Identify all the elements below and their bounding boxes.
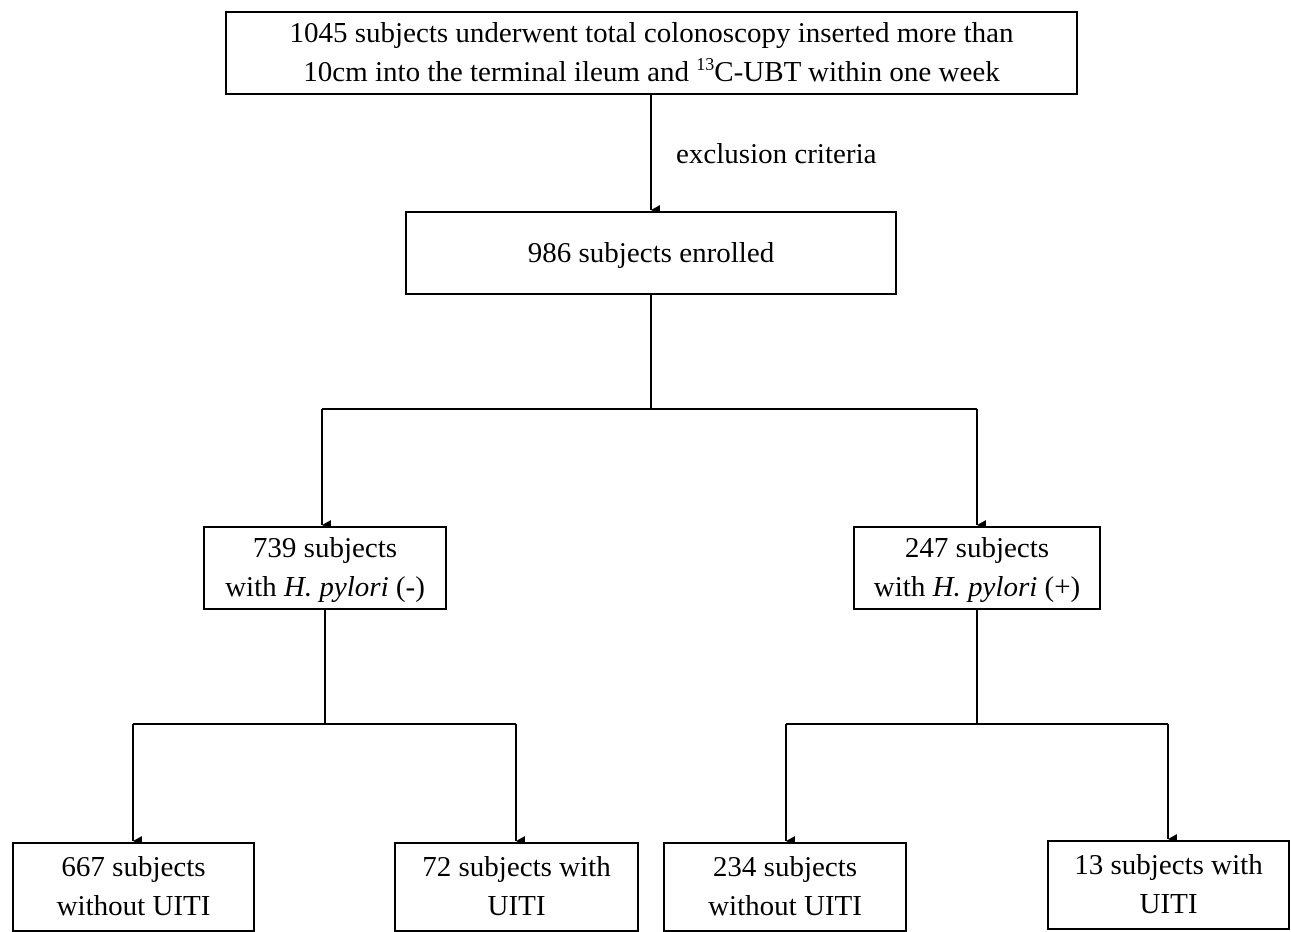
hp-positive-box: 247 subjects with H. pylori (+): [853, 526, 1101, 610]
hp-negative-with-uiti-label: UITI: [487, 890, 546, 922]
hp-positive-without-uiti-box: 234 subjects without UITI: [663, 842, 907, 932]
hp-positive-with-uiti-count: 13 subjects with: [1074, 849, 1263, 881]
hp-negative-without-uiti-label: without UITI: [56, 890, 211, 922]
hp-positive-count: 247 subjects: [904, 532, 1050, 564]
hp-positive-with-uiti-box: 13 subjects with UITI: [1047, 840, 1290, 930]
hp-positive-without-uiti-count: 234 subjects: [712, 851, 858, 883]
hp-negative-with-uiti-count: 72 subjects with: [422, 851, 611, 883]
initial-cohort-line2-test: C-UBT within one week: [714, 56, 1000, 88]
initial-cohort-box: 1045 subjects underwent total colonoscop…: [225, 11, 1078, 95]
hp-negative-with: with: [225, 571, 284, 603]
initial-cohort-line2-text: 10cm into the terminal ileum and: [303, 56, 697, 88]
hp-negative-organism: H. pylori: [283, 571, 389, 603]
hp-negative-without-uiti-box: 667 subjects without UITI: [12, 842, 255, 932]
hp-negative-sign: (-): [388, 571, 425, 603]
hp-negative-with-uiti-box: 72 subjects with UITI: [394, 842, 639, 932]
hp-negative-box: 739 subjects with H. pylori (-): [203, 526, 447, 610]
hp-negative-count: 739 subjects: [252, 532, 398, 564]
enrolled-text: 986 subjects enrolled: [527, 236, 775, 269]
hp-positive-sign: (+): [1037, 571, 1081, 603]
hp-negative-status: with H. pylori (-): [225, 568, 425, 607]
enrolled-box: 986 subjects enrolled: [405, 211, 897, 295]
initial-cohort-line2: 10cm into the terminal ileum and 13C-UBT…: [303, 53, 999, 92]
hp-positive-with: with: [873, 571, 933, 603]
hp-positive-without-uiti-label: without UITI: [708, 890, 862, 922]
hp-negative-without-uiti-count: 667 subjects: [61, 851, 206, 883]
exclusion-criteria-label: exclusion criteria: [676, 138, 877, 170]
hp-positive-with-uiti-label: UITI: [1139, 888, 1198, 920]
hp-positive-organism: H. pylori: [932, 571, 1038, 603]
hp-positive-status: with H. pylori (+): [874, 568, 1080, 607]
isotope-superscript: 13: [696, 54, 715, 74]
initial-cohort-line1: 1045 subjects underwent total colonoscop…: [289, 17, 1014, 49]
